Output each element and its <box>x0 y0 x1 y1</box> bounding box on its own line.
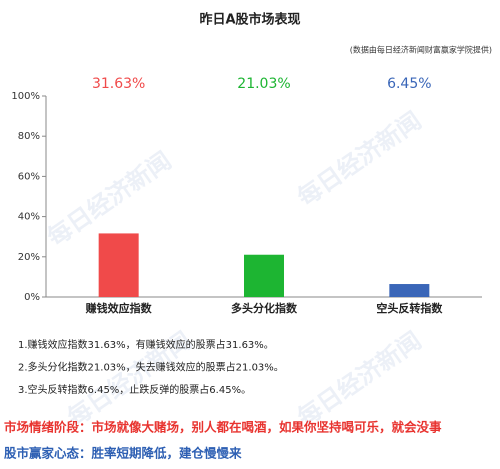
x-tick-label: 空头反转指数 <box>376 301 443 315</box>
x-tick-label: 赚钱效应指数 <box>85 301 153 315</box>
chart-subtitle: (数据由每日经济新闻财富赢家学院提供) <box>350 45 492 55</box>
value-label: 6.45% <box>387 76 431 92</box>
y-tick-label: 40% <box>18 212 40 223</box>
note: 1.赚钱效应指数31.63%，有赚钱效应的股票占31.63%。 <box>18 338 274 351</box>
bar <box>98 233 139 297</box>
value-label: 31.63% <box>92 76 145 92</box>
bar <box>244 254 284 297</box>
y-tick-label: 20% <box>18 252 40 263</box>
y-tick-label: 0% <box>24 292 40 303</box>
note: 2.多头分化指数21.03%，失去赚钱效应的股票占21.03%。 <box>18 361 284 374</box>
bar <box>389 284 430 297</box>
chart-title: 昨日A股市场表现 <box>199 12 300 28</box>
x-tick-label: 多头分化指数 <box>231 301 298 315</box>
note: 3.空头反转指数6.45%，止跌反弹的股票占6.45%。 <box>18 383 251 396</box>
y-tick-label: 80% <box>18 131 40 142</box>
y-tick-label: 100% <box>11 91 40 102</box>
footer-line: 市场情绪阶段：市场就像大赌场，别人都在喝酒，如果你坚持喝可乐，就会没事 <box>4 420 442 435</box>
footer-line: 股市赢家心态：胜率短期降低，建仓慢慢来 <box>4 446 242 461</box>
value-label: 21.03% <box>237 76 290 92</box>
y-tick-label: 60% <box>18 171 40 182</box>
